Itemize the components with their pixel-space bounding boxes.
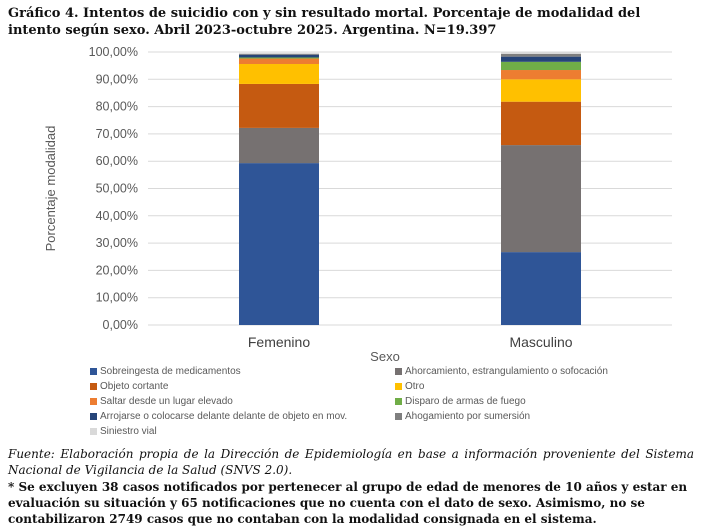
legend-item: Sobreingesta de medicamentos [90,364,395,378]
legend-item: Otro [395,379,655,393]
legend-item: Ahorcamiento, estrangulamiento o sofocac… [395,364,655,378]
y-tick-label: 50,00% [96,182,138,196]
bar-segment [501,70,581,80]
legend-label: Sobreingesta de medicamentos [100,365,241,377]
legend-label: Ahogamiento por sumersión [405,410,531,422]
legend-label: Siniestro vial [100,425,157,437]
legend-label: Objeto cortante [100,380,169,392]
x-tick-label: Masculino [509,334,572,350]
legend-swatch [395,412,402,420]
legend-swatch [90,412,97,420]
bar-segment [239,53,319,55]
legend-label: Arrojarse o colocarse delante delante de… [100,410,348,422]
x-axis-label: Sexo [370,349,400,362]
y-tick-label: 70,00% [96,127,138,141]
legend-swatch [90,427,97,435]
bar-segment [239,64,319,84]
y-tick-label: 90,00% [96,72,138,86]
bar-segment [501,252,581,325]
bar-segment [239,58,319,65]
bar-segment [501,101,581,146]
footnote: * Se excluyen 38 casos notificados por p… [8,480,688,526]
bar-segment [501,79,581,102]
legend-item: Disparo de armas de fuego [395,394,655,408]
legend-label: Disparo de armas de fuego [405,395,526,407]
y-axis-label: Porcentaje modalidad [43,126,58,252]
legend-swatch [395,367,402,375]
y-tick-label: 10,00% [96,291,138,305]
legend-label: Otro [405,380,425,392]
legend-swatch [90,382,97,390]
bar-segment [501,52,581,54]
legend-swatch [395,382,402,390]
legend-label: Saltar desde un lugar elevado [100,395,233,407]
legend-label: Ahorcamiento, estrangulamiento o sofocac… [405,365,608,377]
y-tick-label: 30,00% [96,236,138,250]
legend-swatch [395,397,402,405]
legend-item: Saltar desde un lugar elevado [90,394,395,408]
y-tick-label: 0,00% [103,318,138,332]
bar-segment [501,53,581,57]
bar-segment [239,57,319,59]
legend-item: Siniestro vial [90,424,395,438]
bar-segment [501,61,581,71]
legend-swatch [90,367,97,375]
bar-segment [501,56,581,62]
x-tick-label: Femenino [248,334,310,350]
y-tick-label: 60,00% [96,154,138,168]
legend-item: Ahogamiento por sumersión [395,409,655,423]
legend-swatch [90,397,97,405]
stacked-bar-chart: 0,00% 10,00% 20,00% 30,00% 40,00% 50,00% 60,00… [43,45,672,362]
y-tick-label: 20,00% [96,263,138,277]
y-tick-label: 80,00% [96,100,138,114]
source-text: Fuente: Elaboración propia de la Direcci… [8,447,694,477]
chart-title: Gráfico 4. Intentos de suicidio con y si… [8,6,641,38]
bar-segment [501,145,581,253]
bar-segment [239,163,319,325]
legend-item: Arrojarse o colocarse delante delante de… [90,409,395,423]
legend-item: Objeto cortante [90,379,395,393]
bar-segment [239,83,319,128]
bar-segment [239,52,319,54]
bar-segment [239,54,319,58]
legend: Sobreingesta de medicamentos Ahorcamiento… [90,364,650,438]
y-tick-label: 40,00% [96,209,138,223]
bar-segment [239,127,319,164]
y-tick-label: 100,00% [89,45,138,59]
